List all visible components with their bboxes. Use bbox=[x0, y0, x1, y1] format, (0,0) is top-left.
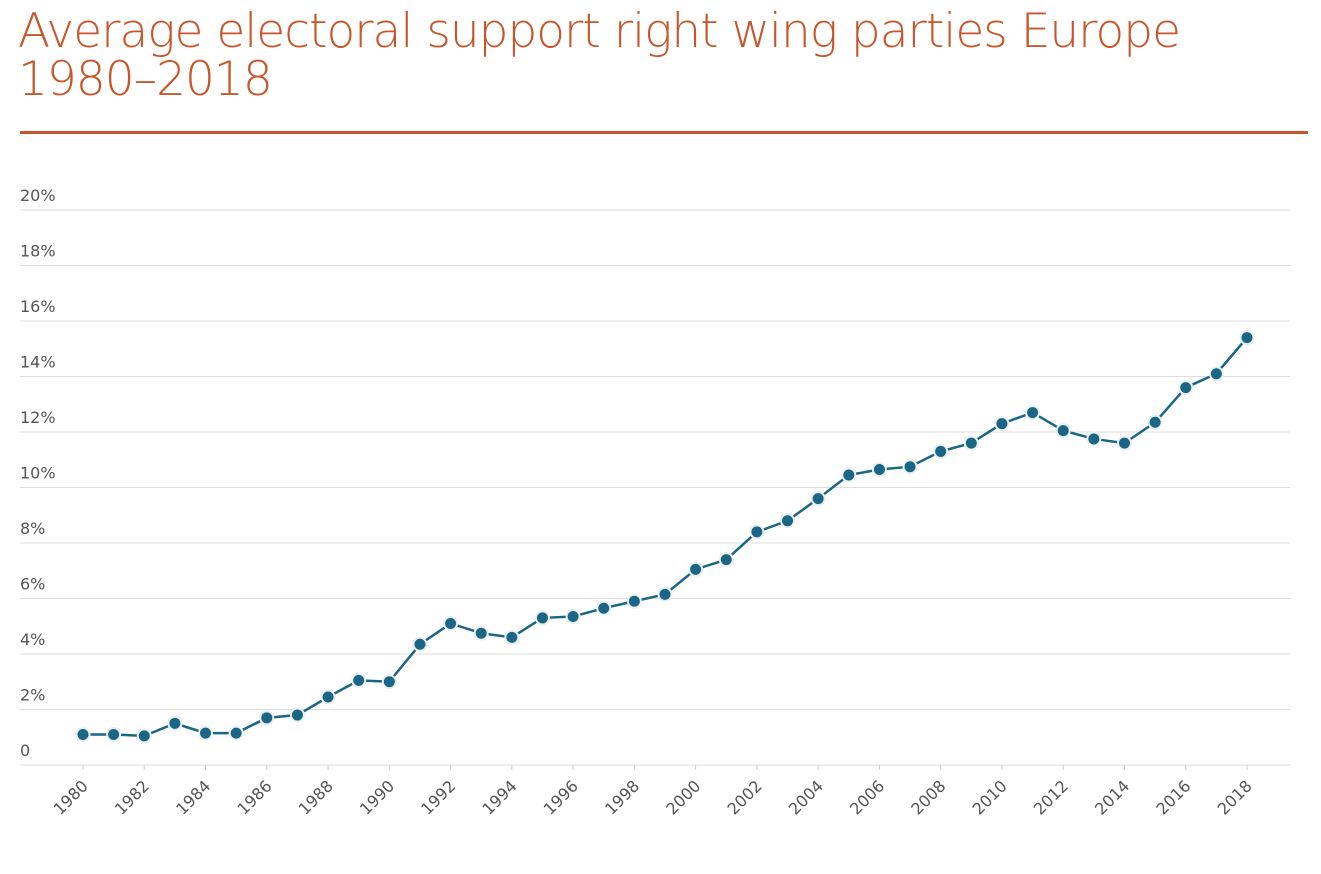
data-point bbox=[994, 416, 1010, 432]
data-point bbox=[1239, 330, 1255, 346]
x-tick-label: 1992 bbox=[417, 776, 459, 818]
data-point bbox=[504, 629, 520, 645]
data-point bbox=[534, 610, 550, 626]
data-point bbox=[228, 725, 244, 741]
data-point bbox=[443, 615, 459, 631]
x-tick-label: 1984 bbox=[172, 776, 214, 818]
x-tick-label: 1980 bbox=[50, 776, 92, 818]
data-point bbox=[259, 710, 275, 726]
data-point bbox=[167, 715, 183, 731]
data-line bbox=[83, 336, 1248, 738]
y-tick-label: 18% bbox=[20, 242, 56, 261]
y-tick-label: 2% bbox=[20, 686, 45, 705]
x-tick-label: 1986 bbox=[233, 776, 275, 818]
data-point bbox=[810, 491, 826, 507]
data-point bbox=[1086, 431, 1102, 447]
y-tick-label: 6% bbox=[20, 575, 45, 594]
x-tick-label: 2010 bbox=[969, 776, 1011, 818]
data-point bbox=[1055, 423, 1071, 439]
x-tick-label: 1990 bbox=[356, 776, 398, 818]
y-tick-label: 14% bbox=[20, 353, 56, 372]
x-tick-label: 1994 bbox=[478, 776, 520, 818]
chart-title: Average electoral support right wing par… bbox=[18, 4, 1181, 107]
x-tick-label: 1998 bbox=[601, 776, 643, 818]
data-point bbox=[749, 524, 765, 540]
y-tick-label: 0 bbox=[20, 741, 30, 760]
x-tick-label: 2002 bbox=[723, 776, 765, 818]
data-point bbox=[136, 728, 152, 744]
data-point bbox=[902, 459, 918, 475]
x-tick-label: 2018 bbox=[1214, 776, 1256, 818]
data-point bbox=[718, 552, 734, 568]
x-tick-label: 2008 bbox=[907, 776, 949, 818]
data-point bbox=[473, 625, 489, 641]
data-point bbox=[106, 726, 122, 742]
y-tick-label: 12% bbox=[20, 408, 56, 427]
x-tick-label: 1996 bbox=[540, 776, 582, 818]
y-tick-label: 16% bbox=[20, 297, 56, 316]
data-point bbox=[1116, 435, 1132, 451]
y-tick-label: 20% bbox=[20, 186, 56, 205]
data-point bbox=[657, 586, 673, 602]
y-tick-label: 8% bbox=[20, 519, 45, 538]
y-tick-label: 4% bbox=[20, 630, 45, 649]
x-tick-label: 1982 bbox=[111, 776, 153, 818]
data-point bbox=[933, 443, 949, 459]
data-point bbox=[841, 467, 857, 483]
data-point bbox=[351, 672, 367, 688]
data-point bbox=[626, 593, 642, 609]
data-point bbox=[320, 689, 336, 705]
x-tick-label: 2000 bbox=[662, 776, 704, 818]
x-tick-label: 2006 bbox=[846, 776, 888, 818]
data-point bbox=[289, 707, 305, 723]
data-point bbox=[1147, 414, 1163, 430]
data-point bbox=[1208, 366, 1224, 382]
x-tick-label: 2012 bbox=[1030, 776, 1072, 818]
data-point bbox=[412, 636, 428, 652]
data-point bbox=[381, 674, 397, 690]
data-point bbox=[780, 513, 796, 529]
data-point bbox=[963, 435, 979, 451]
data-point bbox=[565, 609, 581, 625]
title-rule bbox=[20, 131, 1308, 134]
data-point bbox=[75, 726, 91, 742]
x-tick-label: 1988 bbox=[295, 776, 337, 818]
x-tick-label: 2014 bbox=[1091, 776, 1133, 818]
data-point bbox=[1025, 405, 1041, 421]
y-tick-label: 10% bbox=[20, 464, 56, 483]
data-point bbox=[688, 561, 704, 577]
x-tick-label: 2016 bbox=[1152, 776, 1194, 818]
data-point bbox=[198, 725, 214, 741]
data-point bbox=[1178, 380, 1194, 396]
data-point bbox=[871, 461, 887, 477]
data-point bbox=[596, 600, 612, 616]
x-tick-label: 2004 bbox=[785, 776, 827, 818]
